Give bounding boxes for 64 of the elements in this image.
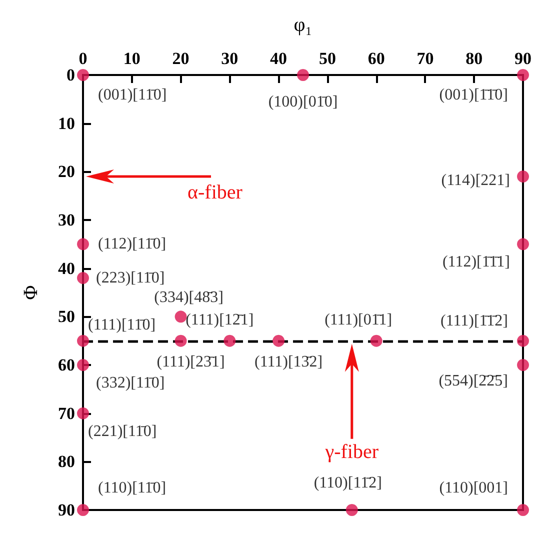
point [77, 407, 89, 420]
point [517, 238, 529, 250]
data-label: (111)[1̄1̄2] [440, 312, 508, 330]
x-tick-label: 80 [466, 49, 483, 68]
data-label: (100)[01̄0] [268, 94, 338, 110]
x-axis-title: φ₁ [294, 14, 312, 36]
point [77, 272, 89, 284]
point [174, 334, 187, 347]
point [517, 504, 529, 516]
point [77, 504, 89, 516]
data-label: (223)[11̄0] [96, 270, 165, 286]
x-tick-label: 40 [270, 49, 288, 68]
y-axis-title: Φ [20, 284, 42, 300]
annotation: α-fiber [188, 182, 243, 204]
point [517, 69, 529, 81]
y-tick-label: 50 [58, 307, 75, 326]
y-tick-label: 90 [58, 500, 75, 520]
data-label: (334)[48̄3] [154, 289, 224, 306]
x-tick-label: 30 [221, 49, 238, 68]
data-label: (332)[11̄0] [96, 374, 165, 392]
point [297, 69, 309, 81]
data-label: (112)[11̄0] [98, 236, 166, 253]
x-tick-label: 60 [368, 49, 385, 68]
point [224, 334, 236, 347]
y-tick-label: 80 [58, 452, 75, 472]
point [346, 504, 358, 516]
point [77, 359, 89, 371]
y-tick-label: 70 [58, 404, 75, 423]
data-label: (001)[1̄1̄0] [439, 86, 508, 104]
point [174, 310, 187, 323]
data-label: (111)[01̄1] [324, 311, 392, 328]
point [77, 334, 89, 347]
x-tick-label: 90 [514, 49, 532, 68]
data-label: (001)[11̄0] [98, 86, 167, 104]
x-tick-label: 0 [78, 49, 88, 68]
y-tick-label: 10 [58, 114, 75, 133]
point [517, 359, 529, 371]
data-label: (112)[1̄1̄1] [442, 254, 510, 271]
y-tick-label: 20 [58, 162, 75, 182]
data-label: (110)[11̄0] [98, 480, 166, 496]
x-tick-label: 20 [172, 49, 190, 68]
y-tick-label: 60 [58, 356, 75, 374]
data-label: (221)[11̄0] [88, 422, 157, 440]
point [517, 334, 529, 347]
annotation: γ-fiber [324, 440, 379, 463]
point [272, 334, 285, 347]
point [370, 334, 382, 347]
data-label: (111)[12̄1] [186, 311, 254, 328]
point [77, 238, 89, 250]
y-tick-label: 30 [58, 210, 75, 230]
point [517, 170, 529, 182]
x-tick-label: 10 [123, 49, 140, 68]
data-label: (110)[11̄2] [314, 474, 382, 492]
data-label: (114)[221] [441, 172, 510, 189]
x-tick-label: 50 [318, 49, 336, 68]
data-label: (111)[13̄2] [254, 353, 323, 370]
x-tick-label: 70 [416, 49, 434, 68]
y-tick-label: 40 [58, 258, 75, 278]
y-tick-label: 0 [66, 66, 75, 84]
data-label: (111)[11̄0] [88, 316, 156, 334]
data-label: (110)[001] [439, 480, 508, 496]
point [77, 69, 89, 81]
data-label: (111)[23̄1] [156, 353, 225, 370]
data-label: (554)[2̄2̄5] [438, 372, 508, 390]
